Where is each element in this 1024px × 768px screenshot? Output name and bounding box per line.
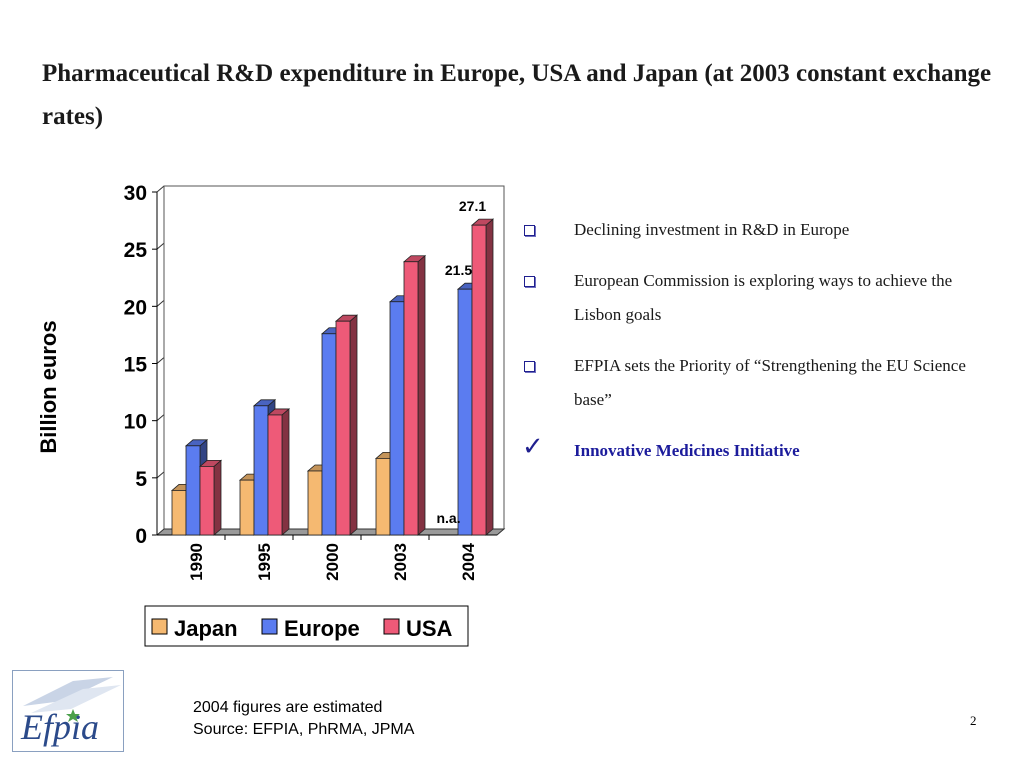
y-tick-label: 10 (124, 411, 147, 434)
bullet-text: EFPIA sets the Priority of “Strengthenin… (574, 356, 966, 409)
square-bullet-icon (524, 225, 535, 236)
bar-usa-2003 (402, 254, 427, 536)
y-tick-label: 20 (124, 296, 147, 319)
chart-legend: Japan Europe USA (144, 605, 469, 647)
gridline (156, 357, 165, 364)
slide-title: Pharmaceutical R&D expenditure in Europe… (42, 60, 992, 130)
chart-footnote: 2004 figures are estimated Source: EFPIA… (193, 697, 414, 741)
bar-usa-1990 (198, 459, 223, 536)
gridline (156, 242, 165, 250)
legend-label-europe: Europe (284, 616, 360, 641)
legend-swatch-japan (151, 618, 168, 635)
x-tick-label: 1995 (255, 543, 274, 581)
bullet-item: European Commission is exploring ways to… (520, 264, 980, 332)
bullet-item-highlight: ✓ Innovative Medicines Initiative (520, 432, 980, 468)
legend-swatch-usa (383, 618, 400, 635)
x-tick-label: 2000 (323, 543, 342, 581)
square-bullet-icon (524, 361, 535, 372)
bullet-item: EFPIA sets the Priority of “Strengthenin… (520, 349, 980, 417)
bullet-list: Declining investment in R&D in Europe Eu… (520, 213, 980, 485)
x-tick-label: 1990 (187, 543, 206, 581)
bullet-item: Declining investment in R&D in Europe (520, 213, 980, 247)
bar-usa-1995 (266, 408, 291, 536)
bar-usa-2004 (470, 218, 495, 536)
svg-text:Efpia: Efpia (20, 707, 99, 747)
bar-usa-2000 (334, 314, 359, 536)
checkmark-icon: ✓ (522, 432, 544, 462)
bullet-text: European Commission is exploring ways to… (574, 271, 953, 324)
legend-swatch-europe (261, 618, 278, 635)
y-tick-label: 30 (124, 182, 147, 205)
bullet-text: Innovative Medicines Initiative (574, 441, 800, 460)
y-tick-label: 25 (124, 239, 148, 262)
gridline (156, 414, 165, 422)
gridline (156, 471, 165, 479)
legend-box (144, 605, 469, 647)
y-axis-label: Billion euros (36, 320, 61, 453)
efpia-logo: Efpia (12, 670, 124, 752)
footnote-source: Source: EFPIA, PhRMA, JPMA (193, 721, 415, 738)
y-tick-label: 15 (124, 354, 148, 377)
data-label: 27.1 (459, 198, 486, 214)
gridline (156, 185, 165, 193)
page-number: 2 (970, 713, 977, 728)
footnote-estimate: 2004 figures are estimated (193, 699, 383, 716)
gridline (156, 299, 165, 307)
legend-label-japan: Japan (174, 616, 238, 641)
data-label: n.a. (436, 510, 460, 526)
bullet-text: Declining investment in R&D in Europe (574, 220, 850, 239)
x-tick-label: 2004 (459, 542, 478, 580)
x-tick-label: 2003 (391, 543, 410, 581)
square-bullet-icon (524, 276, 535, 287)
legend-label-usa: USA (406, 616, 453, 641)
y-tick-label: 0 (135, 525, 147, 548)
y-tick-label: 5 (135, 468, 147, 491)
data-label: 21.5 (445, 262, 472, 278)
